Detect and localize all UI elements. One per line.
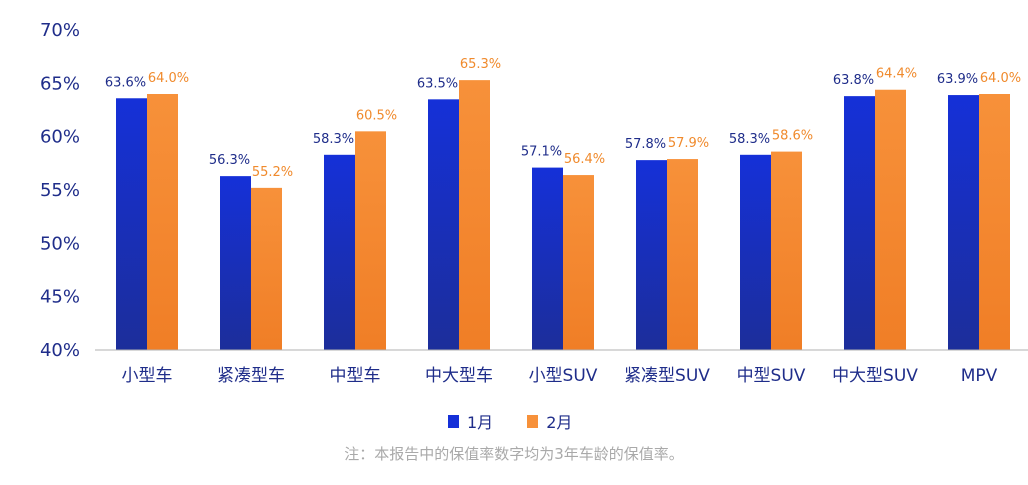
data-label: 63.6% xyxy=(105,75,146,90)
bar-feb xyxy=(355,131,386,350)
x-axis: 小型车 紧凑型车 中型车 中大型车 小型SUV 紧凑型SUV 中型SUV 中大型SUV MPV xyxy=(122,366,998,386)
y-tick-label: 60% xyxy=(40,127,80,148)
data-label: 56.3% xyxy=(209,153,250,168)
bar-chart: 40%45%50%55%60%65%70% 63.6% 64.0%56.3%55.… xyxy=(40,20,1028,386)
bar-jan xyxy=(740,154,771,350)
legend-label-feb: 2月 xyxy=(546,413,573,432)
x-tick-label: 中大型车 xyxy=(425,366,493,386)
bar-feb xyxy=(563,175,594,350)
data-label: 60.5% xyxy=(356,108,397,123)
x-tick-label: 小型SUV xyxy=(529,366,598,386)
data-label: 64.4% xyxy=(876,67,917,82)
data-label: 64.0% xyxy=(980,71,1021,86)
x-tick-label: 中型SUV xyxy=(737,366,806,386)
y-tick-label: 65% xyxy=(40,73,80,94)
legend-item-jan: 1月 xyxy=(448,409,493,433)
bar-feb xyxy=(771,151,802,350)
data-label: 56.4% xyxy=(564,152,605,167)
data-label: 63.8% xyxy=(833,73,874,88)
data-label: 64.0% xyxy=(148,71,189,86)
bar-feb xyxy=(667,159,698,350)
footnote: 注：本报告中的保值率数字均为3年车龄的保值率。 xyxy=(344,445,684,463)
bar-feb xyxy=(459,80,490,350)
y-axis: 40% 45% 50% 55% 60% 65% 70% xyxy=(40,20,80,361)
bar-jan xyxy=(428,99,459,350)
data-label: 57.1% xyxy=(521,145,562,160)
y-tick-label: 45% xyxy=(40,287,80,308)
x-tick-label: 中大型SUV xyxy=(832,366,918,386)
bar-jan xyxy=(636,160,667,350)
data-label: 63.5% xyxy=(417,76,458,91)
bar-jan xyxy=(948,95,979,350)
y-tick-label: 55% xyxy=(40,180,80,201)
data-labels: 63.6% 64.0%56.3%55.2%58.3%60.5%63.5%65.3%… xyxy=(105,57,1021,180)
data-label: 57.9% xyxy=(668,136,709,151)
data-label: 57.8% xyxy=(625,137,666,152)
bar-jan xyxy=(116,98,147,351)
y-tick-label: 50% xyxy=(40,233,80,254)
bar-jan xyxy=(324,154,355,350)
data-label: 55.2% xyxy=(252,165,293,180)
bar-jan xyxy=(220,176,251,350)
x-tick-label: 紧凑型SUV xyxy=(624,366,710,386)
bar-feb xyxy=(875,89,906,350)
bar-jan xyxy=(532,167,563,350)
y-tick-label: 70% xyxy=(40,20,80,41)
data-label: 63.9% xyxy=(937,72,978,87)
x-tick-label: 中型车 xyxy=(330,366,381,386)
bar-feb xyxy=(147,94,178,350)
bar-jan xyxy=(844,96,875,350)
x-tick-label: 小型车 xyxy=(122,366,173,386)
x-tick-label: MPV xyxy=(961,366,998,386)
legend-swatch-jan xyxy=(448,414,459,428)
data-label: 58.3% xyxy=(729,132,770,147)
y-tick-label: 40% xyxy=(40,340,80,361)
data-label: 58.6% xyxy=(772,129,813,144)
x-tick-label: 紧凑型车 xyxy=(217,366,285,386)
data-label: 65.3% xyxy=(460,57,501,72)
legend-item-feb: 2月 xyxy=(527,409,572,433)
data-label: 58.3% xyxy=(313,132,354,147)
legend-label-jan: 1月 xyxy=(467,413,494,432)
legend: 1月 2月 xyxy=(448,409,572,433)
bars xyxy=(116,80,1010,351)
bar-feb xyxy=(979,94,1010,350)
bar-feb xyxy=(251,187,282,350)
legend-swatch-feb xyxy=(527,414,539,428)
